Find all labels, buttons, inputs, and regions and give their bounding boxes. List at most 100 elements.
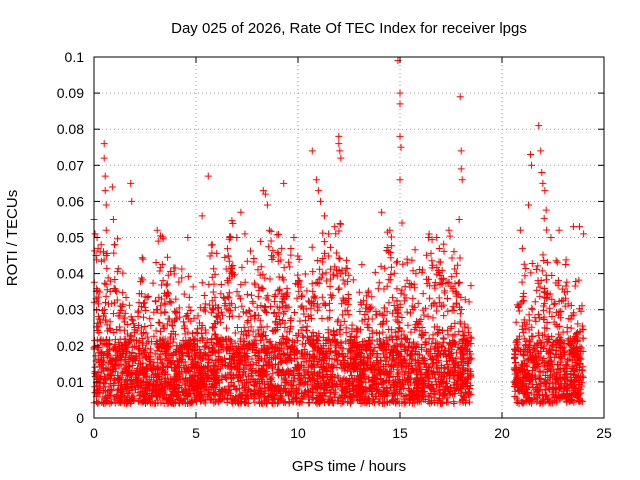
data-point <box>541 324 549 332</box>
data-point <box>197 355 205 363</box>
data-point <box>545 374 553 382</box>
data-point <box>426 352 434 360</box>
data-point <box>334 357 342 365</box>
data-point <box>177 342 185 350</box>
data-point <box>548 295 556 303</box>
data-point <box>320 249 328 257</box>
data-point <box>564 377 572 385</box>
data-point <box>260 328 268 336</box>
data-point <box>416 365 424 373</box>
data-point <box>392 385 400 393</box>
y-tick-label: 0.05 <box>57 230 84 246</box>
data-point <box>333 356 341 364</box>
data-point <box>325 230 333 238</box>
data-point <box>208 347 216 355</box>
data-point <box>420 311 428 319</box>
data-point <box>451 265 459 273</box>
data-point <box>288 371 296 379</box>
data-point <box>514 375 522 383</box>
data-point <box>236 356 244 364</box>
data-point <box>233 344 241 352</box>
data-point <box>375 399 383 407</box>
data-point <box>95 315 103 323</box>
data-point <box>260 306 268 314</box>
data-point <box>171 264 179 272</box>
data-point <box>406 283 414 291</box>
data-point <box>562 282 570 290</box>
data-point <box>268 392 276 400</box>
data-point <box>257 237 265 245</box>
data-point <box>335 284 343 292</box>
data-point <box>271 291 279 299</box>
x-tick-label: 0 <box>90 425 98 441</box>
data-point <box>322 269 330 277</box>
data-point <box>318 270 326 278</box>
data-point <box>113 296 121 304</box>
data-point <box>562 294 570 302</box>
data-point <box>127 380 135 388</box>
data-point <box>563 288 571 296</box>
data-point <box>315 368 323 376</box>
data-point <box>123 367 131 375</box>
data-point <box>418 387 426 395</box>
data-point <box>105 346 113 354</box>
data-point <box>258 284 266 292</box>
data-point <box>104 327 112 335</box>
data-point <box>531 314 539 322</box>
data-point <box>117 306 125 314</box>
data-point <box>377 388 385 396</box>
data-point <box>136 392 144 400</box>
data-point <box>298 302 306 310</box>
data-point <box>515 307 523 315</box>
data-point <box>239 351 247 359</box>
data-point <box>527 389 535 397</box>
data-point <box>167 298 175 306</box>
data-point <box>295 255 303 263</box>
data-point <box>242 394 250 402</box>
data-point <box>118 376 126 384</box>
data-point <box>452 270 460 278</box>
data-point <box>363 292 371 300</box>
data-point <box>187 347 195 355</box>
data-point <box>131 342 139 350</box>
data-point <box>128 197 136 205</box>
data-point <box>298 349 306 357</box>
data-point <box>435 294 443 302</box>
data-point <box>528 304 536 312</box>
data-point <box>515 399 523 407</box>
data-point <box>321 212 329 220</box>
data-point <box>260 388 268 396</box>
data-point <box>244 317 252 325</box>
data-point <box>411 362 419 370</box>
data-point <box>155 375 163 383</box>
data-point <box>161 340 169 348</box>
data-point <box>349 276 357 284</box>
data-point <box>562 381 570 389</box>
data-point <box>163 280 171 288</box>
data-point <box>553 258 561 266</box>
data-point <box>327 294 335 302</box>
data-point <box>142 363 150 371</box>
data-point <box>521 390 529 398</box>
data-point <box>223 395 231 403</box>
data-point <box>249 298 257 306</box>
data-point <box>213 249 221 257</box>
data-point <box>374 366 382 374</box>
data-points <box>90 57 588 408</box>
data-point <box>231 304 239 312</box>
data-point <box>257 336 265 344</box>
data-point <box>270 309 278 317</box>
data-point <box>161 386 169 394</box>
data-point <box>139 379 147 387</box>
data-point <box>364 288 372 296</box>
data-point <box>257 263 265 271</box>
data-point <box>147 345 155 353</box>
data-point <box>407 328 415 336</box>
data-point <box>120 335 128 343</box>
data-point <box>226 307 234 315</box>
data-point <box>241 328 249 336</box>
data-point <box>456 278 464 286</box>
data-point <box>303 350 311 358</box>
data-point <box>327 291 335 299</box>
data-point <box>571 358 579 366</box>
